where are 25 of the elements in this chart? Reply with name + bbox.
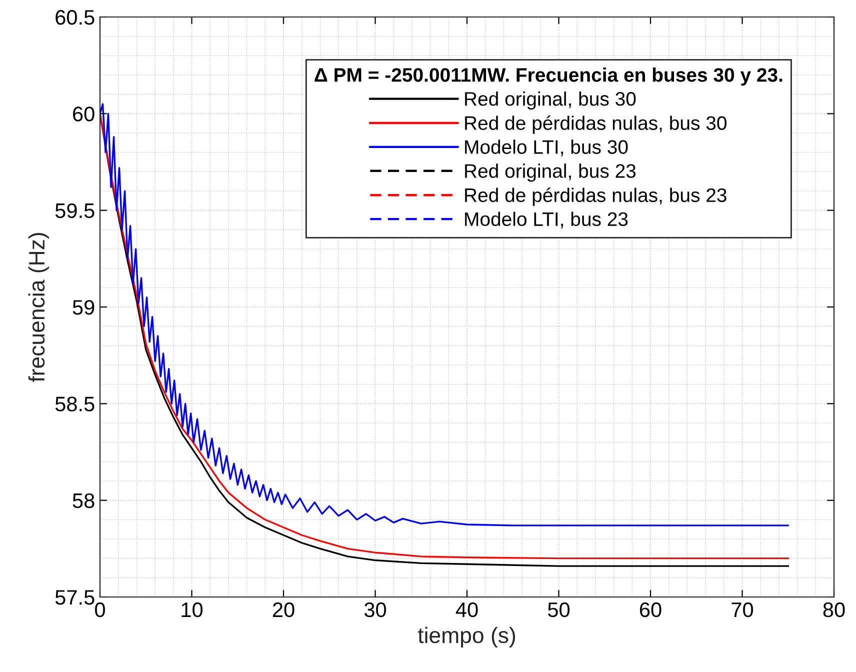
y-tick-label: 59	[72, 300, 94, 315]
x-tick-label: 40	[456, 602, 478, 618]
y-tick-label: 58	[72, 493, 94, 508]
y-tick-label: 57.5	[55, 590, 94, 605]
y-tick-label: 60.5	[56, 10, 94, 25]
y-axis-title: frecuencia (Hz)	[28, 233, 50, 382]
x-tick-label: 70	[732, 602, 754, 618]
x-axis-title: tiempo (s)	[418, 626, 516, 648]
legend-label: Modelo LTI, bus 23	[465, 212, 628, 228]
x-tick-label: 20	[272, 602, 294, 618]
legend-title: Δ PM = -250.0011MW. Frecuencia en buses 30 y 23.	[314, 68, 782, 86]
y-tick-label: 59.5	[55, 203, 94, 218]
legend-label: Modelo LTI, bus 30	[465, 140, 628, 156]
legend-label: Red de pérdidas nulas, bus 23	[465, 188, 726, 206]
legend-label: Red original, bus 23	[465, 164, 636, 182]
x-tick-label: 80	[823, 602, 845, 618]
legend-label: Red original, bus 30	[465, 92, 636, 110]
x-tick-label: 50	[548, 602, 570, 618]
x-tick-label: 0	[95, 602, 105, 618]
y-tick-label: 58.5	[55, 396, 94, 412]
y-tick-label: 60	[73, 106, 94, 122]
x-tick-label: 30	[364, 602, 386, 618]
x-tick-label: 10	[182, 602, 203, 618]
x-tick-label: 60	[640, 602, 662, 618]
legend-label: Red de pérdidas nulas, bus 30	[465, 115, 726, 134]
